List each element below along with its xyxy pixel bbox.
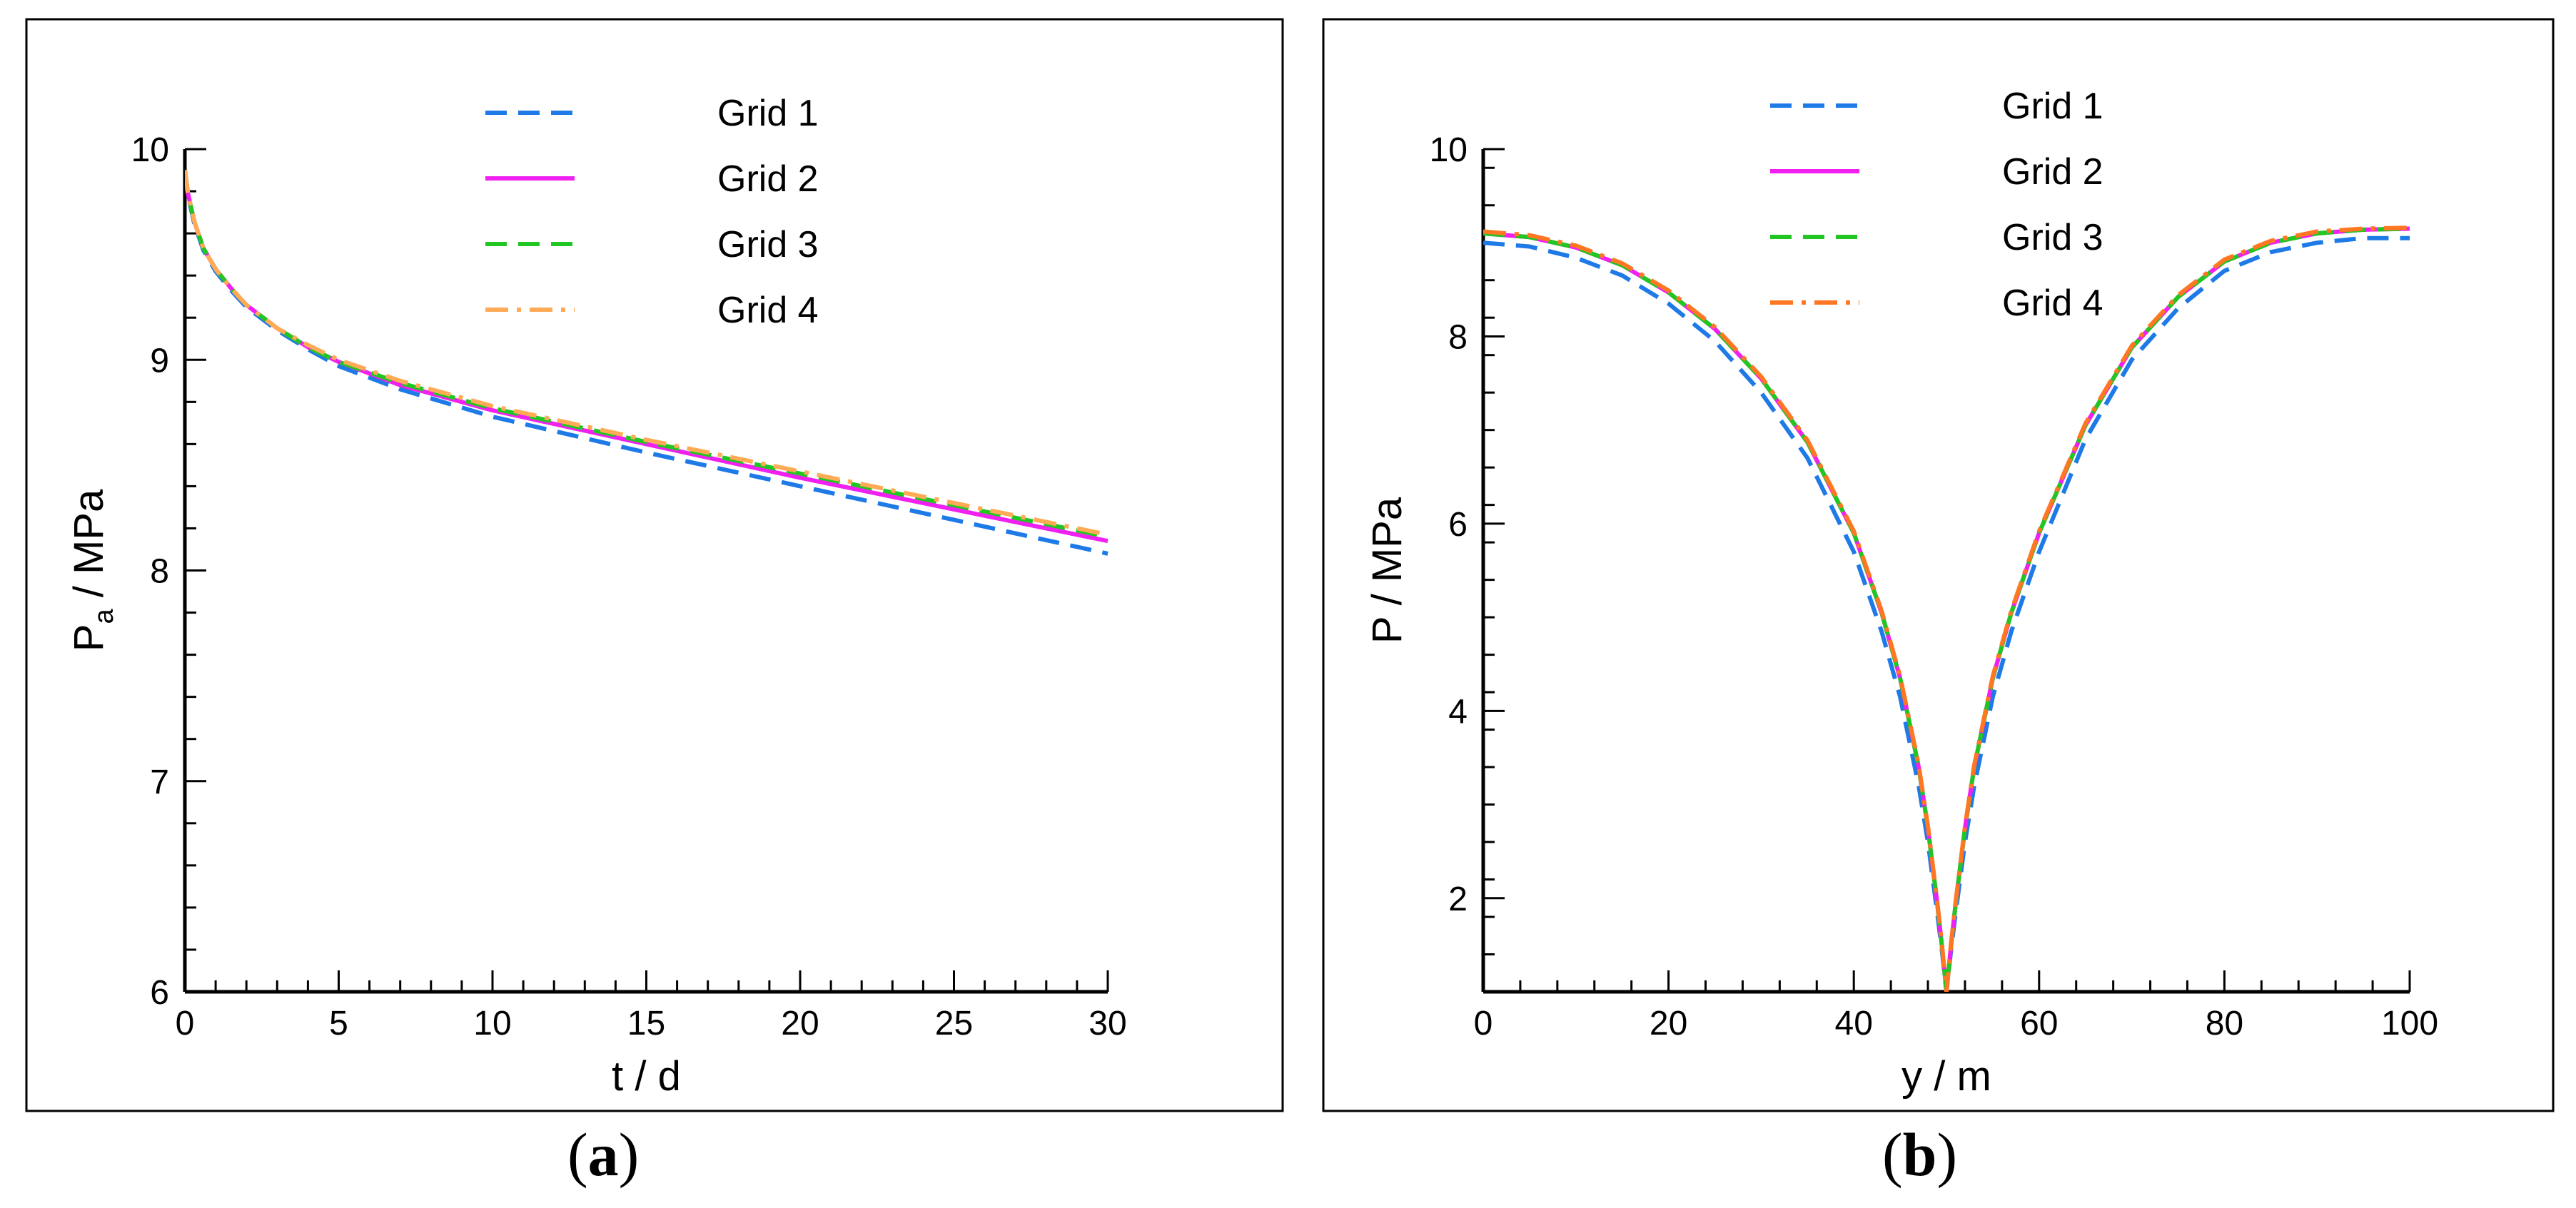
x-tick-label: 5 xyxy=(329,1005,348,1042)
y-axis-title-unit: / MPa xyxy=(66,489,112,609)
series-group xyxy=(185,170,1108,556)
y-tick-label: 10 xyxy=(1430,131,1468,169)
panel-frame xyxy=(1322,18,2555,1112)
series-line-grid-2 xyxy=(1483,226,2410,992)
y-axis-title-subscript: a xyxy=(89,609,119,624)
y-tick-label: 7 xyxy=(150,763,169,801)
x-axis-title: t / d xyxy=(612,1053,681,1100)
series-line-grid-4 xyxy=(185,170,1108,537)
series-line-grid-4 xyxy=(1483,225,2410,992)
x-tick-label: 15 xyxy=(627,1005,665,1042)
legend-label-grid-4: Grid 4 xyxy=(717,290,819,331)
legend-label-grid-3: Grid 3 xyxy=(717,224,819,265)
legend: Grid 1 Grid 2 Grid 3 Grid 4 xyxy=(1770,86,2103,324)
x-tick-label: 60 xyxy=(2020,1005,2058,1042)
y-tick-label: 6 xyxy=(150,974,169,1012)
y-axis-title-main: P xyxy=(1364,616,1410,644)
series-group xyxy=(1483,225,2410,992)
y-tick-label: 4 xyxy=(1448,693,1468,731)
panel-a-caption-letter: a xyxy=(587,1120,619,1189)
y-tick-label: 2 xyxy=(1448,880,1468,918)
legend-label-grid-1: Grid 1 xyxy=(717,93,819,134)
legend-label-grid-3: Grid 3 xyxy=(2002,217,2103,258)
x-tick-label: 10 xyxy=(473,1005,511,1042)
x-tick-label: 25 xyxy=(935,1005,973,1042)
panel-frame xyxy=(25,18,1284,1112)
x-tick-label: 20 xyxy=(1650,1005,1687,1042)
series-line-grid-1 xyxy=(185,170,1108,556)
legend-label-grid-4: Grid 4 xyxy=(2002,283,2103,324)
y-axis-title-unit: / MPa xyxy=(1364,497,1410,616)
y-tick-label: 6 xyxy=(1448,506,1468,544)
panel-b-caption-letter: b xyxy=(1902,1120,1937,1189)
x-tick-label: 0 xyxy=(176,1005,195,1042)
x-tick-label: 100 xyxy=(2381,1005,2438,1042)
x-tick-label: 40 xyxy=(1835,1005,1873,1042)
series-line-grid-1 xyxy=(1483,235,2410,992)
y-tick-label: 10 xyxy=(131,131,169,169)
legend-label-grid-2: Grid 2 xyxy=(2002,151,2103,193)
legend-label-grid-1: Grid 1 xyxy=(2002,86,2103,127)
x-tick-label: 20 xyxy=(781,1005,819,1042)
x-tick-label: 30 xyxy=(1089,1005,1126,1042)
x-tick-label: 0 xyxy=(1474,1005,1493,1042)
x-axis-title: y / m xyxy=(1901,1053,1991,1100)
legend: Grid 1 Grid 2 Grid 3 Grid 4 xyxy=(485,93,819,331)
y-tick-label: 9 xyxy=(150,342,169,380)
legend-label-grid-2: Grid 2 xyxy=(717,158,819,200)
axes: 0 5 10 15 20 25 30 6 7 8 9 10 xyxy=(131,131,1127,1042)
axes: 0 20 40 60 80 100 2 4 6 8 10 xyxy=(1430,131,2438,1042)
y-axis-title: Pa / MPa xyxy=(66,489,119,651)
y-axis-title-main: P xyxy=(66,624,112,652)
y-axis-title: P / MPa xyxy=(1364,497,1410,644)
panel-b-caption: (b) xyxy=(1882,1120,1958,1189)
y-tick-label: 8 xyxy=(150,553,169,591)
series-line-grid-3 xyxy=(1483,226,2410,992)
panel-a-caption: (a) xyxy=(567,1120,640,1189)
x-tick-label: 80 xyxy=(2206,1005,2243,1042)
y-tick-label: 8 xyxy=(1448,318,1468,356)
